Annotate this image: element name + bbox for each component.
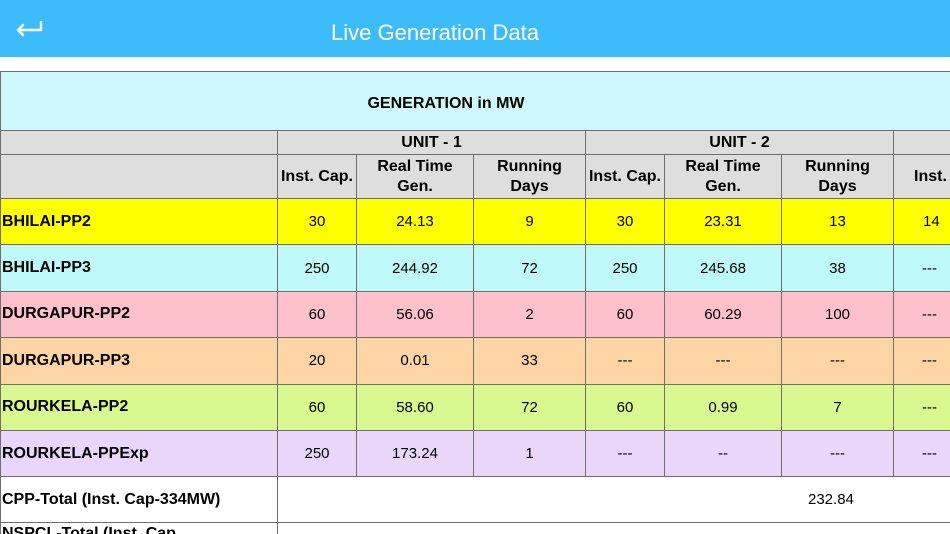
col-real-time-gen-u1: Real Time Gen. xyxy=(356,154,474,199)
total-value: 232.84 xyxy=(277,476,950,524)
generation-header-row: GENERATION in MW xyxy=(0,71,950,131)
generation-header: GENERATION in MW xyxy=(367,95,525,112)
cell: 60.29 xyxy=(664,290,782,339)
cell: --- xyxy=(781,429,894,478)
cell: 24.13 xyxy=(356,197,474,246)
cell: --- xyxy=(893,429,950,478)
cell: 244.92 xyxy=(356,244,474,292)
col-real-time-gen-u2: Real Time Gen. xyxy=(664,154,782,199)
cell: --- xyxy=(893,383,950,431)
cell: 173.24 xyxy=(356,429,474,478)
cell: 13 xyxy=(781,197,894,246)
unit-3-header xyxy=(893,130,950,155)
partial-total-row: NSPCL-Total (Inst. Cap xyxy=(0,522,950,534)
cell: 1 xyxy=(473,429,586,478)
back-button[interactable] xyxy=(12,14,46,44)
cell: 23.31 xyxy=(664,197,782,246)
col-running-days-u2: Running Days xyxy=(781,154,894,199)
cell: 30 xyxy=(277,197,357,246)
col-inst-cap-u1: Inst. Cap. xyxy=(277,154,357,199)
col-inst-cap-u2: Inst. Cap. xyxy=(585,154,665,199)
cell: 56.06 xyxy=(356,290,474,339)
column-header-blank xyxy=(0,154,278,199)
unit-1-header: UNIT - 1 xyxy=(277,130,586,155)
cell: 7 xyxy=(781,383,894,431)
cell: --- xyxy=(893,290,950,339)
col-inst-cap-u3: Inst. Cap. xyxy=(893,154,950,199)
unit-header-blank xyxy=(0,130,278,155)
cell: 2 xyxy=(473,290,586,339)
cell: 72 xyxy=(473,383,586,431)
table-row: ROURKELA-PPExp 250 173.24 1 --- -- --- -… xyxy=(0,429,950,478)
cell: 20 xyxy=(277,337,357,385)
partial-total-value xyxy=(277,522,950,534)
cell: 60 xyxy=(585,290,665,339)
col-running-days-u1: Running Days xyxy=(473,154,586,199)
table-row: BHILAI-PP3 250 244.92 72 250 245.68 38 -… xyxy=(0,244,950,292)
cell: 60 xyxy=(585,383,665,431)
plant-name: DURGAPUR-PP2 xyxy=(0,290,278,339)
plant-name: BHILAI-PP2 xyxy=(0,197,278,246)
partial-total-label: NSPCL-Total (Inst. Cap xyxy=(0,522,278,534)
cell: 14 xyxy=(893,197,950,246)
cell: --- xyxy=(585,337,665,385)
plant-name: DURGAPUR-PP3 xyxy=(0,337,278,385)
cell: 250 xyxy=(277,244,357,292)
page-title: Live Generation Data xyxy=(331,20,539,45)
cell: --- xyxy=(893,244,950,292)
total-label: CPP-Total (Inst. Cap-334MW) xyxy=(0,476,278,524)
cell: --- xyxy=(893,337,950,385)
cell: 100 xyxy=(781,290,894,339)
cell: 245.68 xyxy=(664,244,782,292)
table-row: DURGAPUR-PP2 60 56.06 2 60 60.29 100 --- xyxy=(0,290,950,339)
generation-table-container[interactable]: GENERATION in MW UNIT - 1 UNIT - 2 Inst.… xyxy=(0,71,950,534)
generation-table: GENERATION in MW UNIT - 1 UNIT - 2 Inst.… xyxy=(0,71,950,534)
cell: 60 xyxy=(277,383,357,431)
cell: --- xyxy=(781,337,894,385)
plant-name: ROURKELA-PP2 xyxy=(0,383,278,431)
cell: 0.01 xyxy=(356,337,474,385)
column-header-row: Inst. Cap. Real Time Gen. Running Days I… xyxy=(0,154,950,199)
unit-header-row: UNIT - 1 UNIT - 2 xyxy=(0,130,950,155)
table-row: BHILAI-PP2 30 24.13 9 30 23.31 13 14 xyxy=(0,197,950,246)
cell: 9 xyxy=(473,197,586,246)
cell: 30 xyxy=(585,197,665,246)
cell: 58.60 xyxy=(356,383,474,431)
cell: 33 xyxy=(473,337,586,385)
table-row: DURGAPUR-PP3 20 0.01 33 --- --- --- --- xyxy=(0,337,950,385)
cell: -- xyxy=(664,429,782,478)
cell: 0.99 xyxy=(664,383,782,431)
cell: 250 xyxy=(277,429,357,478)
plant-name: ROURKELA-PPExp xyxy=(0,429,278,478)
cell: 72 xyxy=(473,244,586,292)
cell: --- xyxy=(585,429,665,478)
unit-2-header: UNIT - 2 xyxy=(585,130,894,155)
cell: 60 xyxy=(277,290,357,339)
app-bar: Live Generation Data xyxy=(0,0,950,57)
cell: --- xyxy=(664,337,782,385)
plant-name: BHILAI-PP3 xyxy=(0,244,278,292)
cell: 38 xyxy=(781,244,894,292)
back-arrow-icon xyxy=(16,20,43,37)
table-row: ROURKELA-PP2 60 58.60 72 60 0.99 7 --- xyxy=(0,383,950,431)
cell: 250 xyxy=(585,244,665,292)
total-row: CPP-Total (Inst. Cap-334MW) 232.84 xyxy=(0,476,950,524)
